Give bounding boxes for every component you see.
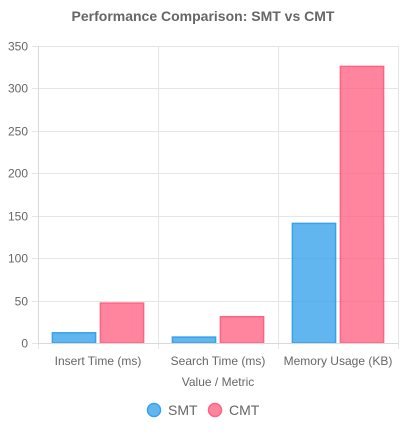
- legend-item-cmt[interactable]: CMT: [207, 402, 260, 418]
- x-tick-label: Insert Time (ms): [55, 354, 142, 368]
- y-axis-ticks: 0 50 100 150 200 250 300 350: [8, 40, 28, 351]
- legend-swatch: [146, 402, 162, 418]
- bar-smt-0[interactable]: [51, 332, 97, 344]
- y-tick-label: 200: [8, 167, 28, 181]
- bars-layer: [51, 65, 385, 344]
- x-axis-ticks: Insert Time (ms) Search Time (ms) Memory U…: [55, 354, 393, 368]
- y-tick-label: 150: [8, 210, 28, 224]
- axis-layer: [38, 46, 398, 344]
- y-tick-label: 0: [21, 337, 28, 351]
- bar-cmt-0[interactable]: [99, 302, 145, 344]
- y-tick-label: 250: [8, 125, 28, 139]
- y-tick-label: 350: [8, 40, 28, 54]
- x-axis-title: Value / Metric: [182, 375, 254, 389]
- grid-layer: [32, 46, 399, 349]
- legend-label: SMT: [168, 402, 198, 418]
- bar-cmt-1[interactable]: [219, 315, 265, 344]
- chart-title: Performance Comparison: SMT vs CMT: [72, 8, 335, 24]
- y-tick-label: 300: [8, 82, 28, 96]
- bar-smt-1[interactable]: [171, 336, 217, 344]
- x-tick-label: Memory Usage (KB): [284, 354, 393, 368]
- y-tick-label: 100: [8, 252, 28, 266]
- legend-label: CMT: [229, 402, 260, 418]
- bar-smt-2[interactable]: [291, 222, 337, 344]
- x-tick-label: Search Time (ms): [171, 354, 266, 368]
- bar-cmt-2[interactable]: [339, 65, 385, 344]
- legend-swatch: [207, 402, 223, 418]
- y-tick-label: 50: [15, 295, 29, 309]
- legend: SMT CMT: [146, 402, 260, 418]
- legend-item-smt[interactable]: SMT: [146, 402, 199, 418]
